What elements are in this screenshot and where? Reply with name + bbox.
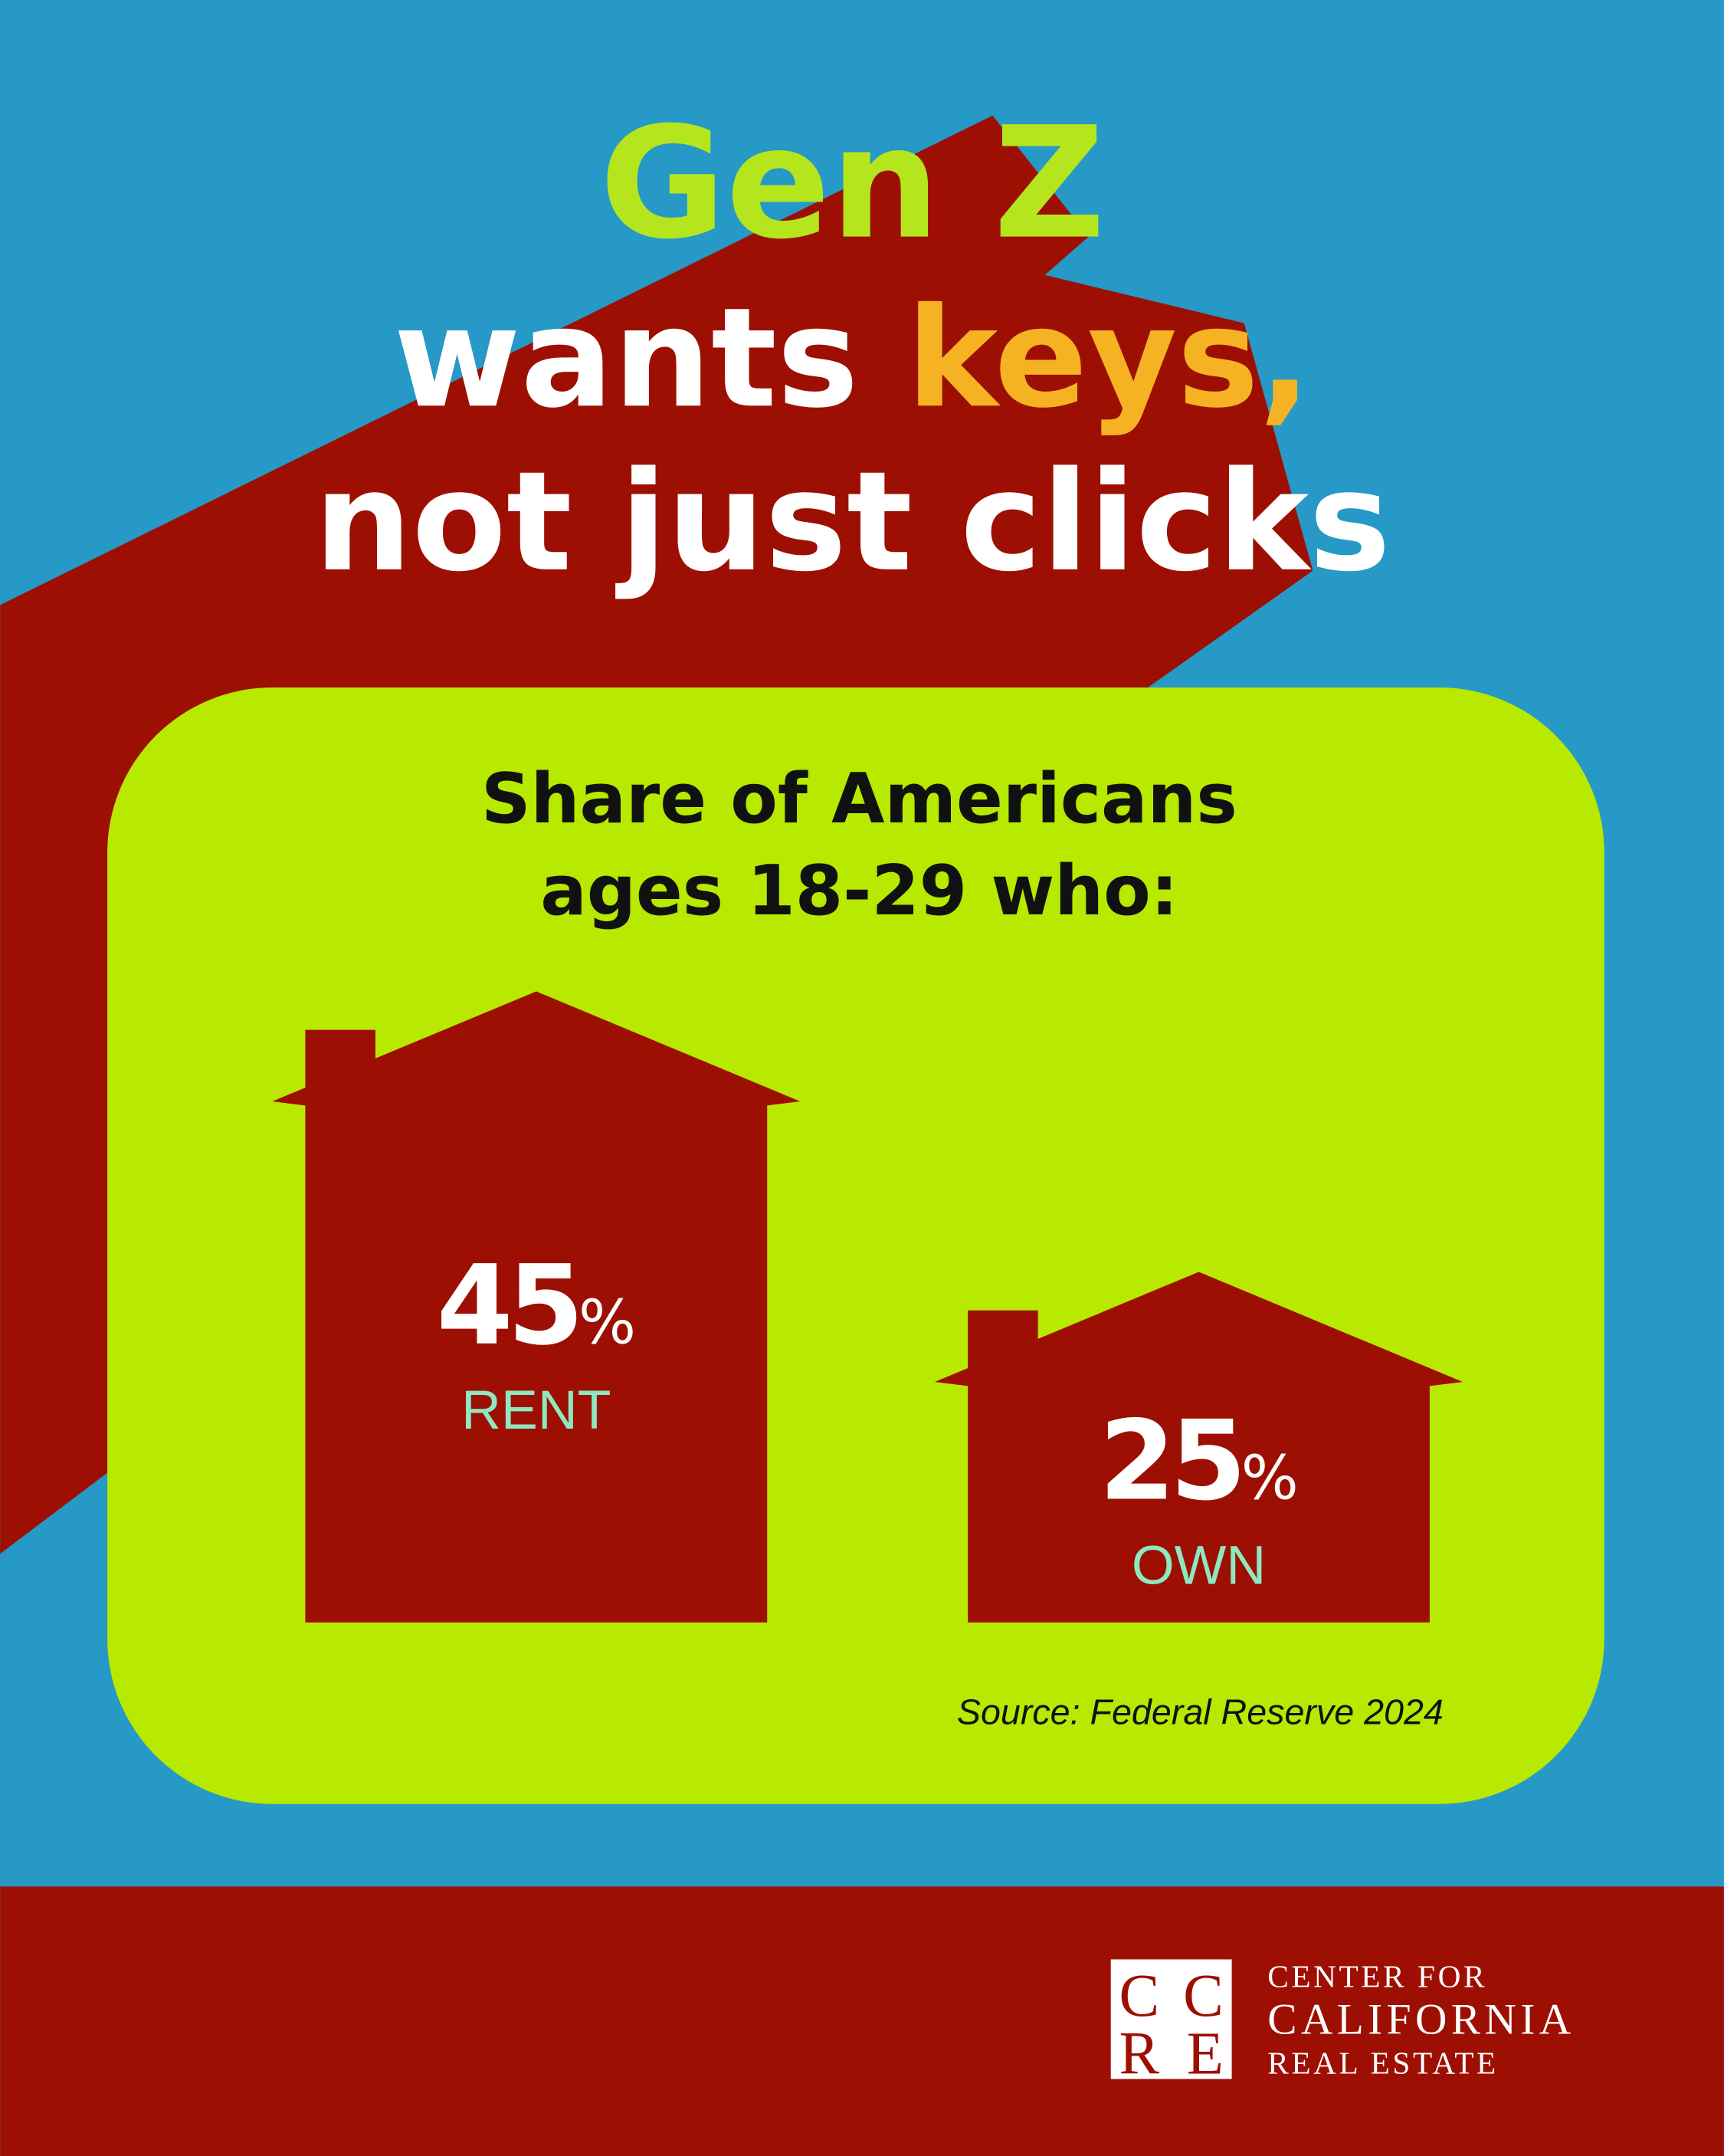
logo-line1: CENTER FOR xyxy=(1267,1958,1487,1994)
value-label: 25% xyxy=(1099,1396,1298,1524)
headline-line2: wants keys, xyxy=(394,278,1312,438)
footer-band xyxy=(0,1886,1724,2156)
logo-line2: CALIFORNIA xyxy=(1267,1995,1575,2043)
category-label: OWN xyxy=(1132,1535,1266,1596)
logo-monogram-box xyxy=(1110,1959,1232,2079)
chart-subtitle-line1: Share of Americans xyxy=(481,760,1237,839)
house-shape xyxy=(272,991,801,1623)
ccre-logo: CC RE CENTER FOR CALIFORNIA REAL ESTATE xyxy=(1110,1958,1575,2087)
source-note: Source: Federal Reserve 2024 xyxy=(957,1692,1444,1732)
category-label: RENT xyxy=(461,1380,611,1441)
value-label: 45% xyxy=(437,1242,636,1370)
chimney xyxy=(305,1029,375,1099)
headline-gen-z: Gen Z xyxy=(600,95,1106,274)
headline-line3: not just clicks xyxy=(314,442,1391,602)
house-bars: 45% RENT 25% OWN xyxy=(272,991,1463,1623)
chimney xyxy=(968,1310,1038,1380)
headline-keys: keys, xyxy=(906,278,1311,438)
logo-line3: REAL ESTATE xyxy=(1267,2045,1499,2080)
headline: Gen Z wants keys, not just clicks xyxy=(314,95,1391,602)
house-bar-rent: 45% RENT xyxy=(272,991,801,1623)
chart-subtitle-line2: ages 18-29 who: xyxy=(540,852,1178,931)
house-bar-own: 25% OWN xyxy=(935,1272,1463,1623)
house-shape xyxy=(935,1272,1463,1623)
